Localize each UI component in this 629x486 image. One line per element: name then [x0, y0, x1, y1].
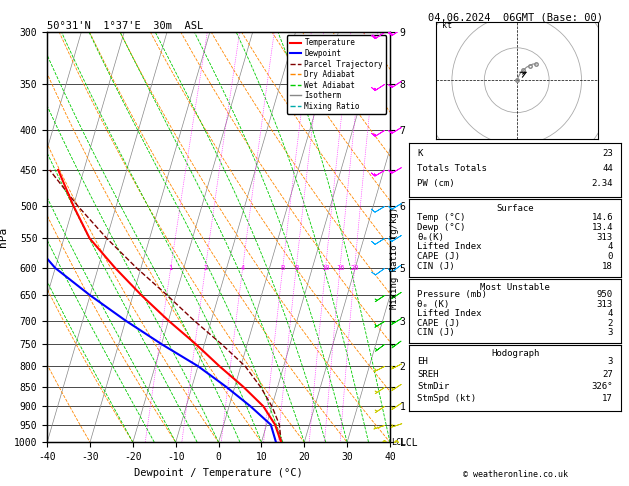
- Text: 2: 2: [608, 319, 613, 328]
- Text: Totals Totals: Totals Totals: [418, 164, 487, 173]
- Text: SREH: SREH: [418, 370, 439, 379]
- Text: Surface: Surface: [496, 204, 534, 213]
- Text: 2: 2: [203, 265, 208, 271]
- Text: 3: 3: [608, 329, 613, 337]
- Text: 18: 18: [602, 262, 613, 271]
- Text: CIN (J): CIN (J): [418, 262, 455, 271]
- Text: 313: 313: [597, 300, 613, 309]
- Text: 14.6: 14.6: [591, 213, 613, 222]
- Text: K: K: [418, 149, 423, 158]
- Text: 13.4: 13.4: [591, 223, 613, 232]
- Text: 0: 0: [608, 252, 613, 261]
- Text: © weatheronline.co.uk: © weatheronline.co.uk: [463, 469, 567, 479]
- Text: 17: 17: [602, 394, 613, 403]
- Text: 326°: 326°: [591, 382, 613, 391]
- Text: 313: 313: [597, 233, 613, 242]
- Text: 16: 16: [336, 265, 344, 271]
- Text: θₑ (K): θₑ (K): [418, 300, 450, 309]
- Text: B: B: [294, 265, 298, 271]
- Text: Hodograph: Hodograph: [491, 349, 539, 358]
- Text: Lifted Index: Lifted Index: [418, 310, 482, 318]
- Text: StmDir: StmDir: [418, 382, 450, 391]
- Text: B: B: [281, 265, 285, 271]
- Y-axis label: hPa: hPa: [0, 227, 8, 247]
- Text: θₑ(K): θₑ(K): [418, 233, 444, 242]
- Text: 4: 4: [608, 310, 613, 318]
- Text: Pressure (mb): Pressure (mb): [418, 291, 487, 299]
- Text: 3: 3: [608, 357, 613, 366]
- Text: kt: kt: [442, 21, 452, 30]
- Text: 1: 1: [169, 265, 173, 271]
- Text: 20: 20: [350, 265, 359, 271]
- Text: Most Unstable: Most Unstable: [480, 283, 550, 292]
- Text: Mixing Ratio (g/kg): Mixing Ratio (g/kg): [390, 207, 399, 309]
- Legend: Temperature, Dewpoint, Parcel Trajectory, Dry Adiabat, Wet Adiabat, Isotherm, Mi: Temperature, Dewpoint, Parcel Trajectory…: [287, 35, 386, 114]
- Text: CAPE (J): CAPE (J): [418, 252, 460, 261]
- Text: CAPE (J): CAPE (J): [418, 319, 460, 328]
- Text: 4: 4: [240, 265, 245, 271]
- Text: 10: 10: [321, 265, 330, 271]
- Text: 2.34: 2.34: [591, 179, 613, 188]
- Text: Temp (°C): Temp (°C): [418, 213, 465, 222]
- Text: 44: 44: [602, 164, 613, 173]
- Text: 50°31'N  1°37'E  30m  ASL: 50°31'N 1°37'E 30m ASL: [47, 21, 203, 31]
- Text: CIN (J): CIN (J): [418, 329, 455, 337]
- X-axis label: Dewpoint / Temperature (°C): Dewpoint / Temperature (°C): [134, 468, 303, 478]
- Y-axis label: km
ASL: km ASL: [420, 228, 442, 246]
- Text: Lifted Index: Lifted Index: [418, 243, 482, 251]
- Text: 27: 27: [602, 370, 613, 379]
- Text: StmSpd (kt): StmSpd (kt): [418, 394, 477, 403]
- Text: 23: 23: [602, 149, 613, 158]
- Text: LCL: LCL: [391, 438, 406, 447]
- Text: 04.06.2024  06GMT (Base: 00): 04.06.2024 06GMT (Base: 00): [428, 12, 603, 22]
- Text: 4: 4: [608, 243, 613, 251]
- Text: PW (cm): PW (cm): [418, 179, 455, 188]
- Text: EH: EH: [418, 357, 428, 366]
- Text: Dewp (°C): Dewp (°C): [418, 223, 465, 232]
- Text: 950: 950: [597, 291, 613, 299]
